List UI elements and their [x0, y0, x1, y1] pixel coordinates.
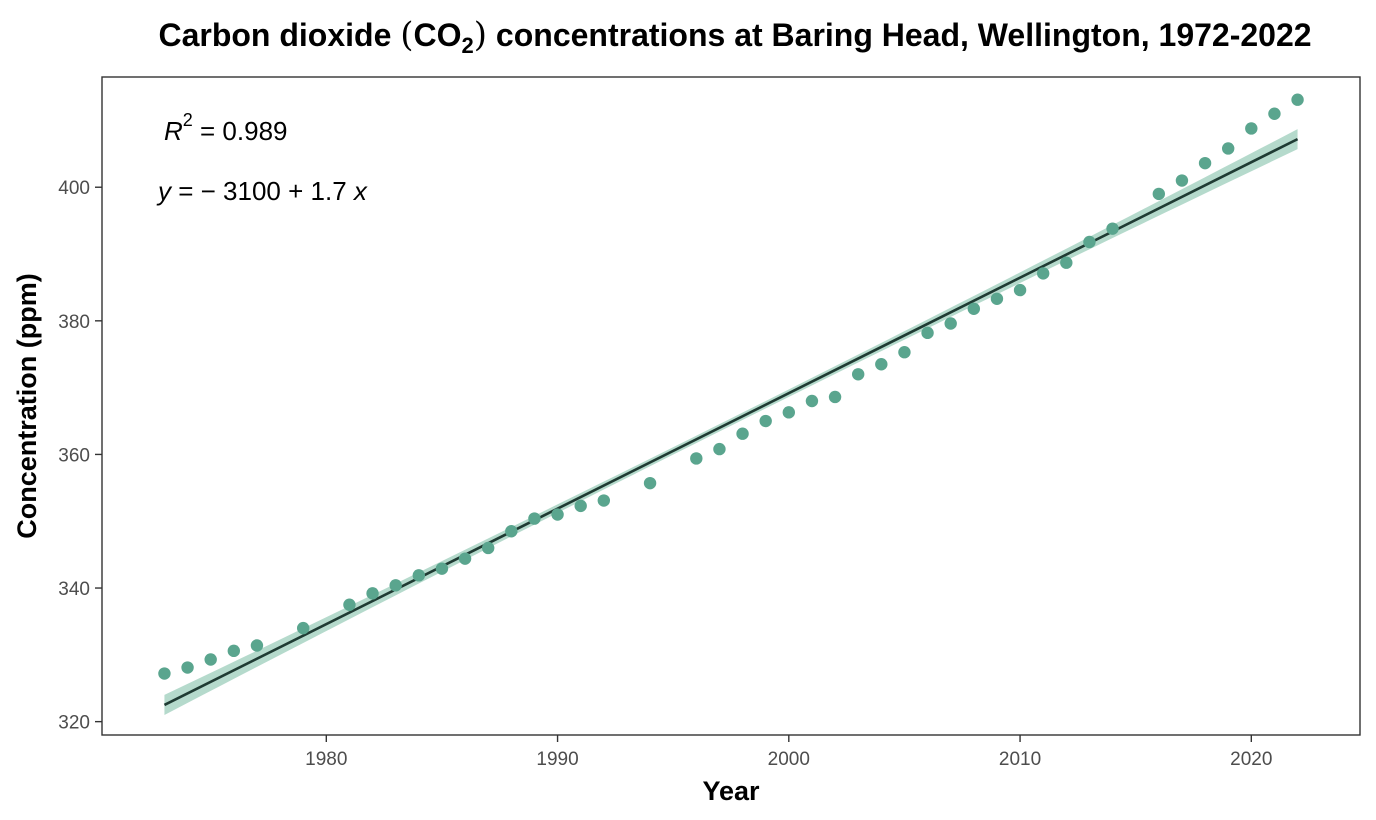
y-tick-label: 400: [58, 178, 90, 199]
data-point-2007: [944, 317, 957, 330]
chart-title-part-end: concentrations at Baring Head, Wellingto…: [487, 17, 1312, 53]
data-point-2011: [1036, 267, 1050, 280]
data-point-2003: [851, 368, 865, 381]
y-tick-label: 380: [58, 312, 90, 333]
chart-title: Carbon dioxide (CO2) concentrations at B…: [158, 15, 1311, 58]
data-point-2012: [1060, 256, 1073, 269]
x-tick-label: 1990: [536, 749, 578, 770]
data-point-1979: [296, 621, 310, 635]
r-squared-annotation: R2 = 0.989: [164, 110, 288, 146]
r-squared-symbol: R: [164, 116, 183, 146]
plot-panel-border: [101, 76, 1361, 736]
r-squared-superscript: 2: [183, 110, 193, 130]
data-point-2021: [1268, 107, 1281, 120]
chart-title-chem: CO: [414, 17, 462, 53]
data-points: [158, 93, 1304, 680]
data-point-2019: [1221, 142, 1235, 155]
regression-line: [163, 137, 1299, 707]
x-axis-ticks: 1980 1990 2000 2010 2020: [305, 735, 1272, 770]
equation-body: = − 3100 + 1.7: [171, 176, 354, 206]
chart-title-close-paren: ): [474, 15, 487, 55]
data-point-1988: [505, 525, 518, 538]
data-point-1975: [204, 653, 217, 666]
x-tick-label: 2010: [999, 749, 1041, 770]
data-point-2004: [875, 358, 888, 371]
chart-title-subscript: 2: [462, 33, 474, 58]
y-axis-title: Concentration (ppm): [12, 273, 42, 538]
data-point-1984: [412, 569, 426, 582]
data-point-1983: [389, 579, 402, 592]
data-point-2022: [1291, 93, 1304, 106]
y-tick-label: 320: [58, 713, 90, 734]
data-point-1999: [759, 414, 772, 428]
chart-title-part: Carbon dioxide: [158, 17, 400, 53]
x-tick-label: 2000: [768, 749, 810, 770]
data-point-1994: [643, 476, 657, 490]
data-point-2001: [805, 394, 819, 408]
x-tick-label: 1980: [305, 749, 347, 770]
data-point-1997: [713, 442, 726, 456]
x-axis-title: Year: [702, 776, 760, 806]
equation-y-symbol: y: [156, 176, 173, 206]
r-squared-value: = 0.989: [193, 116, 288, 146]
data-point-1989: [528, 512, 541, 525]
data-point-1973: [158, 667, 171, 680]
data-point-1986: [458, 552, 472, 565]
data-point-2017: [1175, 174, 1189, 187]
data-point-1982: [366, 587, 379, 600]
chart-title-open-paren: (: [400, 15, 413, 55]
data-point-1987: [481, 541, 495, 555]
data-point-2009: [990, 292, 1004, 305]
data-point-1991: [574, 499, 587, 513]
regression-equation: y = − 3100 + 1.7 x: [156, 176, 368, 206]
data-point-2008: [967, 302, 981, 315]
data-point-2020: [1245, 122, 1258, 135]
data-point-2002: [828, 390, 842, 404]
data-point-1998: [736, 427, 749, 440]
data-point-1996: [690, 452, 703, 465]
data-point-1981: [343, 598, 356, 611]
data-point-2018: [1198, 156, 1212, 170]
data-point-2006: [921, 326, 934, 340]
data-point-2005: [898, 346, 911, 359]
data-point-2014: [1106, 222, 1119, 235]
data-point-1990: [551, 508, 564, 521]
data-point-1974: [181, 661, 194, 674]
y-tick-label: 360: [58, 445, 90, 466]
regression-line-layer: [163, 137, 1299, 707]
data-point-1977: [250, 639, 264, 652]
y-tick-label: 340: [58, 579, 90, 600]
data-point-1992: [597, 494, 611, 507]
data-point-2016: [1152, 187, 1166, 201]
data-point-2010: [1013, 283, 1027, 297]
data-point-1976: [227, 644, 241, 658]
data-point-2013: [1083, 235, 1096, 249]
data-point-2000: [782, 406, 796, 419]
x-tick-label: 2020: [1230, 749, 1272, 770]
y-axis-ticks: 320 340 360 380 400: [58, 178, 102, 734]
data-point-1985: [435, 562, 449, 575]
equation-x-symbol: x: [352, 176, 368, 206]
